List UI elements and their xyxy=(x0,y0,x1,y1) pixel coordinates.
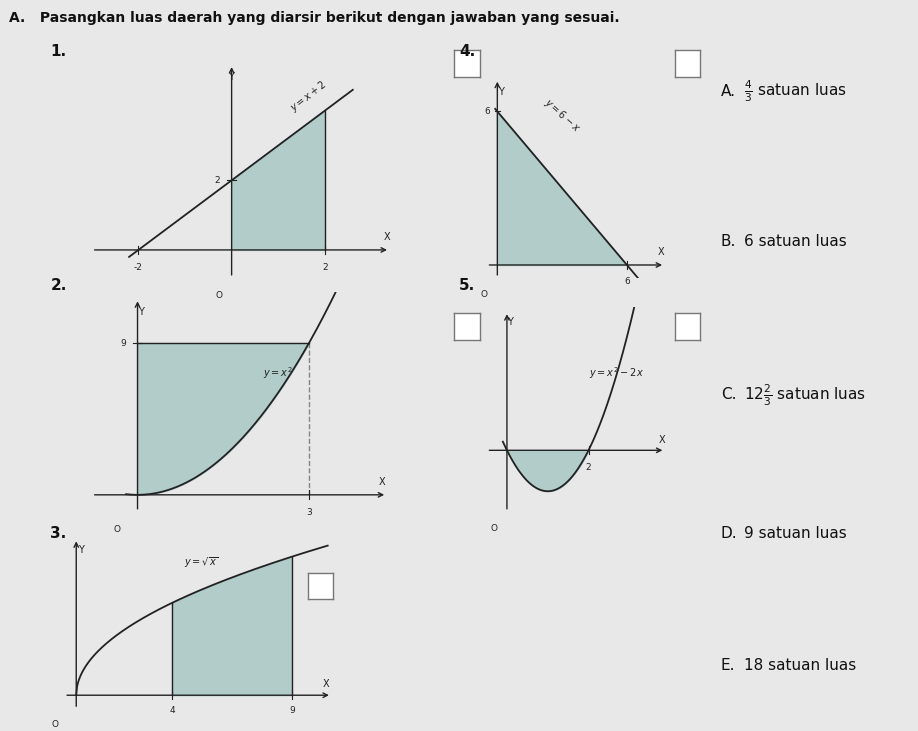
Text: X: X xyxy=(378,477,386,487)
Text: 2: 2 xyxy=(322,263,328,272)
Text: Y: Y xyxy=(507,317,512,327)
Text: A.: A. xyxy=(721,84,735,99)
Text: 4.: 4. xyxy=(459,44,476,59)
Text: 6 satuan luas: 6 satuan luas xyxy=(744,234,846,249)
Text: 6: 6 xyxy=(624,277,630,287)
Text: O: O xyxy=(51,719,59,729)
Text: 6: 6 xyxy=(485,107,490,116)
Text: B.: B. xyxy=(721,234,736,249)
Text: O: O xyxy=(490,524,498,533)
Text: 2.: 2. xyxy=(50,278,67,293)
Text: Y: Y xyxy=(78,545,84,555)
Text: O: O xyxy=(114,525,120,534)
Text: E.: E. xyxy=(721,658,735,673)
Text: 3: 3 xyxy=(306,508,312,517)
Text: 2: 2 xyxy=(215,176,220,185)
Text: $y=x+2$: $y=x+2$ xyxy=(287,77,330,115)
Text: X: X xyxy=(323,679,330,689)
Text: $\frac{4}{3}$ satuan luas: $\frac{4}{3}$ satuan luas xyxy=(744,79,846,104)
Text: 3.: 3. xyxy=(50,526,67,542)
Text: $y=x^2-2x$: $y=x^2-2x$ xyxy=(588,365,644,381)
Text: X: X xyxy=(659,434,666,444)
Text: 9: 9 xyxy=(120,338,126,347)
Text: $y=6-x$: $y=6-x$ xyxy=(541,96,583,136)
Text: 2: 2 xyxy=(586,463,591,471)
Text: 18 satuan luas: 18 satuan luas xyxy=(744,658,856,673)
Text: X: X xyxy=(384,232,390,242)
Text: 9: 9 xyxy=(289,705,295,715)
Text: $12\frac{2}{3}$ satuan luas: $12\frac{2}{3}$ satuan luas xyxy=(744,382,866,407)
Text: -2: -2 xyxy=(134,263,143,272)
Text: D.: D. xyxy=(721,526,737,541)
Text: 5.: 5. xyxy=(459,278,476,293)
Text: X: X xyxy=(658,247,665,257)
Text: A.   Pasangkan luas daerah yang diarsir berikut dengan jawaban yang sesuai.: A. Pasangkan luas daerah yang diarsir be… xyxy=(9,11,620,25)
Text: O: O xyxy=(215,291,222,300)
Text: 4: 4 xyxy=(169,705,174,715)
Text: Y: Y xyxy=(498,86,503,96)
Text: O: O xyxy=(480,290,487,299)
Text: Y: Y xyxy=(139,306,144,317)
Text: 9 satuan luas: 9 satuan luas xyxy=(744,526,846,541)
Text: Y: Y xyxy=(228,72,233,82)
Text: C.: C. xyxy=(721,387,736,402)
Text: 1.: 1. xyxy=(50,44,67,59)
Text: $y=x^2$: $y=x^2$ xyxy=(263,365,293,381)
Text: $y=\sqrt{x}$: $y=\sqrt{x}$ xyxy=(184,556,218,570)
